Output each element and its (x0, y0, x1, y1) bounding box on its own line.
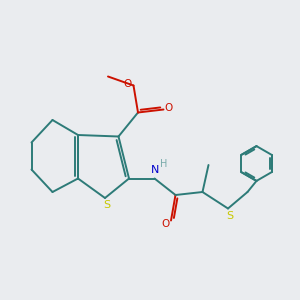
Text: O: O (165, 103, 173, 113)
Text: N: N (151, 165, 159, 175)
Text: S: S (103, 200, 110, 211)
Text: O: O (123, 79, 132, 89)
Text: S: S (226, 211, 233, 221)
Text: H: H (160, 159, 167, 169)
Text: O: O (161, 219, 169, 229)
